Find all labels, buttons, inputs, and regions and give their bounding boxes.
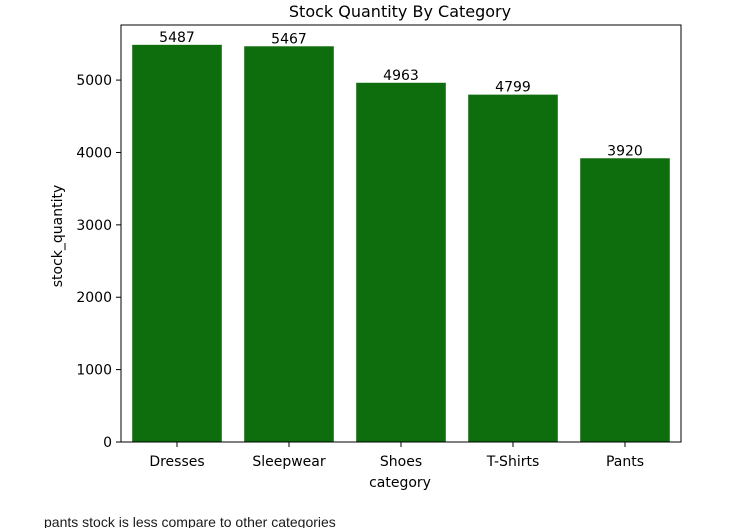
y-tick-label: 5000 [76,73,112,89]
x-tick-label: Pants [606,454,644,470]
data-label: 3920 [607,143,643,159]
x-axis-label: category [369,475,431,491]
bar-sleepwear [244,46,334,443]
data-label: 4799 [495,80,531,96]
y-tick-label: 2000 [76,290,112,306]
bars-layer [132,44,670,443]
x-tick-label: Sleepwear [252,454,326,470]
plot-frame [120,24,682,443]
data-label: 5487 [159,30,195,46]
data-label: 5467 [271,31,307,47]
y-tick-label: 1000 [76,363,112,379]
bar-shoes [356,82,446,443]
y-tick-label: 4000 [76,145,112,161]
x-tick-label: T-Shirts [486,454,540,470]
data-labels-layer: 5487 5467 4963 4799 3920 [159,30,643,159]
x-tick-label: Shoes [380,454,422,470]
y-axis-label: stock_quantity [50,185,66,288]
bar-dresses [132,44,222,443]
bar-t-shirts [468,94,558,443]
axes-layer: Dresses Sleepwear Shoes T-Shirts Pants 0 1000 2… [76,24,682,470]
bar-pants [580,158,670,442]
x-tick-label: Dresses [149,454,204,470]
bar-chart: Stock Quantity By Category 5487 5467 4963 4… [50,2,682,491]
data-label: 4963 [383,68,419,84]
notebook-caption: pants stock is less compare to other cat… [44,514,336,528]
chart-title: Stock Quantity By Category [289,2,511,21]
y-tick-label: 0 [103,435,112,451]
y-tick-label: 3000 [76,218,112,234]
